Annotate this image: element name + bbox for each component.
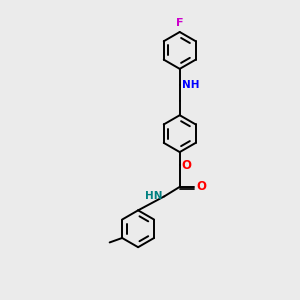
Text: HN: HN — [145, 191, 163, 201]
Text: O: O — [196, 180, 206, 194]
Text: F: F — [176, 18, 184, 28]
Text: NH: NH — [182, 80, 200, 90]
Text: O: O — [182, 159, 191, 172]
